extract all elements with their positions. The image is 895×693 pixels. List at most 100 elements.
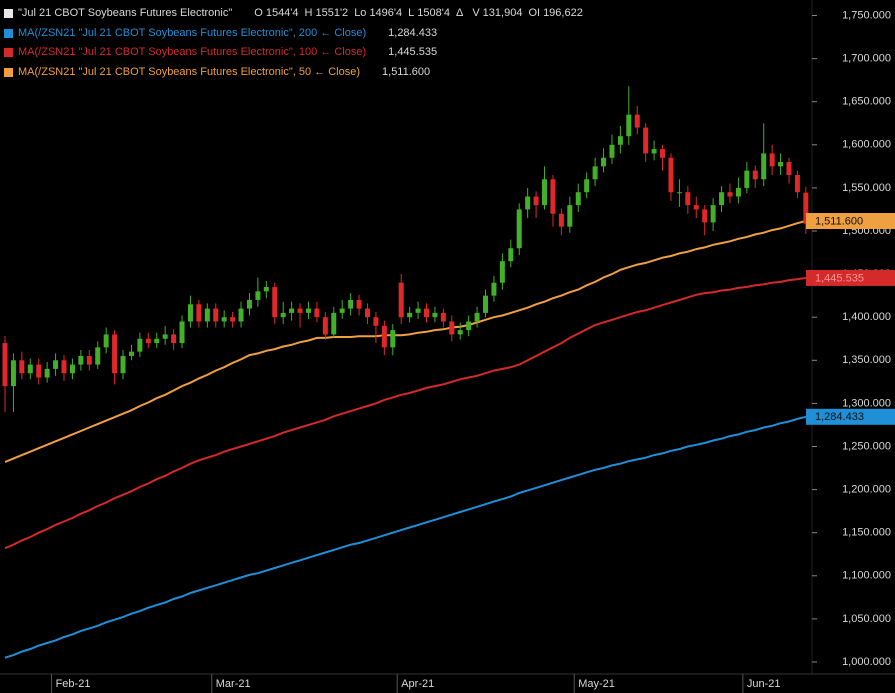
candle-body	[280, 312, 286, 318]
quote-label: H	[304, 7, 313, 19]
legend-swatch	[4, 9, 13, 19]
candle-body	[601, 157, 607, 167]
y-tick-label: 1,650.000	[842, 96, 891, 108]
candle-body	[162, 334, 168, 339]
candle-body	[643, 127, 649, 154]
candle-body	[297, 308, 303, 313]
candle-body	[668, 157, 674, 193]
candle-body	[322, 317, 328, 335]
candle-body	[120, 355, 126, 374]
x-tick-label: Apr-21	[401, 678, 434, 690]
candle-body	[255, 291, 261, 300]
candle-body	[305, 308, 311, 313]
candle-body	[457, 330, 463, 335]
candle-body	[769, 153, 775, 167]
candle-body	[735, 187, 741, 197]
legend-row: "Jul 21 CBOT Soybeans Futures Electronic…	[4, 4, 589, 24]
candle-body	[204, 308, 210, 322]
candle-body	[499, 261, 505, 283]
candle-body	[727, 192, 733, 197]
candle-body	[145, 338, 151, 344]
y-tick-label: 1,150.000	[842, 527, 891, 539]
candle-body	[533, 196, 539, 206]
candle-body	[154, 338, 160, 344]
candle-body	[491, 282, 497, 296]
price-badge-label: 1,284.433	[815, 411, 864, 423]
quote-value: 1496'4	[369, 7, 403, 19]
legend-row: MA(/ZSN21 "Jul 21 CBOT Soybeans Futures …	[4, 24, 589, 44]
x-tick-label: Jun-21	[747, 678, 781, 690]
candle-body	[744, 170, 750, 188]
quote-label: L	[408, 7, 415, 19]
price-badge-label: 1,445.535	[815, 272, 864, 284]
candle-body	[137, 338, 143, 352]
candle-body	[693, 205, 699, 210]
candle-body	[508, 248, 514, 262]
candle-body	[339, 308, 345, 313]
quote-value: 196,622	[543, 7, 583, 19]
legend-name: MA(/ZSN21 "Jul 21 CBOT Soybeans Futures …	[18, 46, 367, 58]
candle-body	[660, 149, 666, 158]
candle-body	[272, 287, 278, 318]
candle-body	[61, 360, 67, 374]
y-tick-label: 1,400.000	[842, 311, 891, 323]
candle-body	[187, 304, 193, 322]
candle-body	[424, 308, 429, 318]
candle-body	[525, 196, 531, 210]
candle-body	[483, 295, 489, 313]
candle-body	[390, 330, 396, 348]
candle-body	[516, 209, 522, 249]
candle-body	[78, 355, 84, 365]
x-tick-label: Mar-21	[216, 678, 251, 690]
candle-body	[550, 179, 556, 214]
legend-value: 1,284.433	[388, 26, 438, 39]
y-tick-label: 1,550.000	[842, 182, 891, 194]
x-tick-label: Feb-21	[56, 678, 91, 690]
candle-body	[246, 299, 252, 309]
candle-body	[36, 364, 42, 378]
x-tick-label: May-21	[578, 678, 615, 690]
candle-body	[719, 192, 725, 206]
candle-body	[128, 351, 134, 356]
candle-body	[702, 209, 708, 223]
candle-body	[373, 317, 379, 326]
y-tick-label: 1,600.000	[842, 139, 891, 151]
candle-body	[53, 360, 59, 369]
candle-body	[676, 192, 682, 194]
candle-body	[356, 299, 362, 309]
candle-body	[634, 114, 640, 128]
candle-body	[86, 355, 92, 365]
candle-body	[474, 312, 480, 322]
candle-body	[19, 360, 25, 374]
quote-label: Lo	[354, 7, 367, 19]
candle-body	[803, 192, 809, 224]
y-tick-label: 1,700.000	[842, 53, 891, 65]
legend-name: MA(/ZSN21 "Jul 21 CBOT Soybeans Futures …	[18, 26, 367, 39]
quote-value: 1508'4	[417, 7, 450, 19]
candle-body	[592, 166, 598, 180]
candle-body	[44, 368, 50, 378]
legend-title: "Jul 21 CBOT Soybeans Futures Electronic…	[18, 7, 233, 19]
candle-body	[794, 174, 800, 193]
candle-body	[364, 308, 370, 318]
candle-body	[786, 162, 792, 175]
candle-body	[103, 334, 109, 348]
price-badge	[806, 269, 895, 286]
candle-body	[10, 360, 16, 387]
candle-body	[381, 325, 387, 348]
quote-label: O	[254, 7, 263, 19]
candle-body	[179, 321, 185, 344]
quote-label: V	[472, 7, 480, 19]
candle-body	[95, 347, 101, 365]
legend-name: MA(/ZSN21 "Jul 21 CBOT Soybeans Futures …	[18, 65, 361, 78]
candle-body	[407, 312, 413, 318]
candle-body	[213, 308, 219, 322]
quote-label: OI	[528, 7, 541, 19]
candle-body	[626, 114, 632, 137]
candle-body	[584, 179, 590, 193]
quote-value: 131,904	[482, 7, 523, 19]
legend-row: MA(/ZSN21 "Jul 21 CBOT Soybeans Futures …	[4, 63, 589, 83]
price-badge	[806, 213, 895, 230]
candle-body	[230, 317, 236, 322]
